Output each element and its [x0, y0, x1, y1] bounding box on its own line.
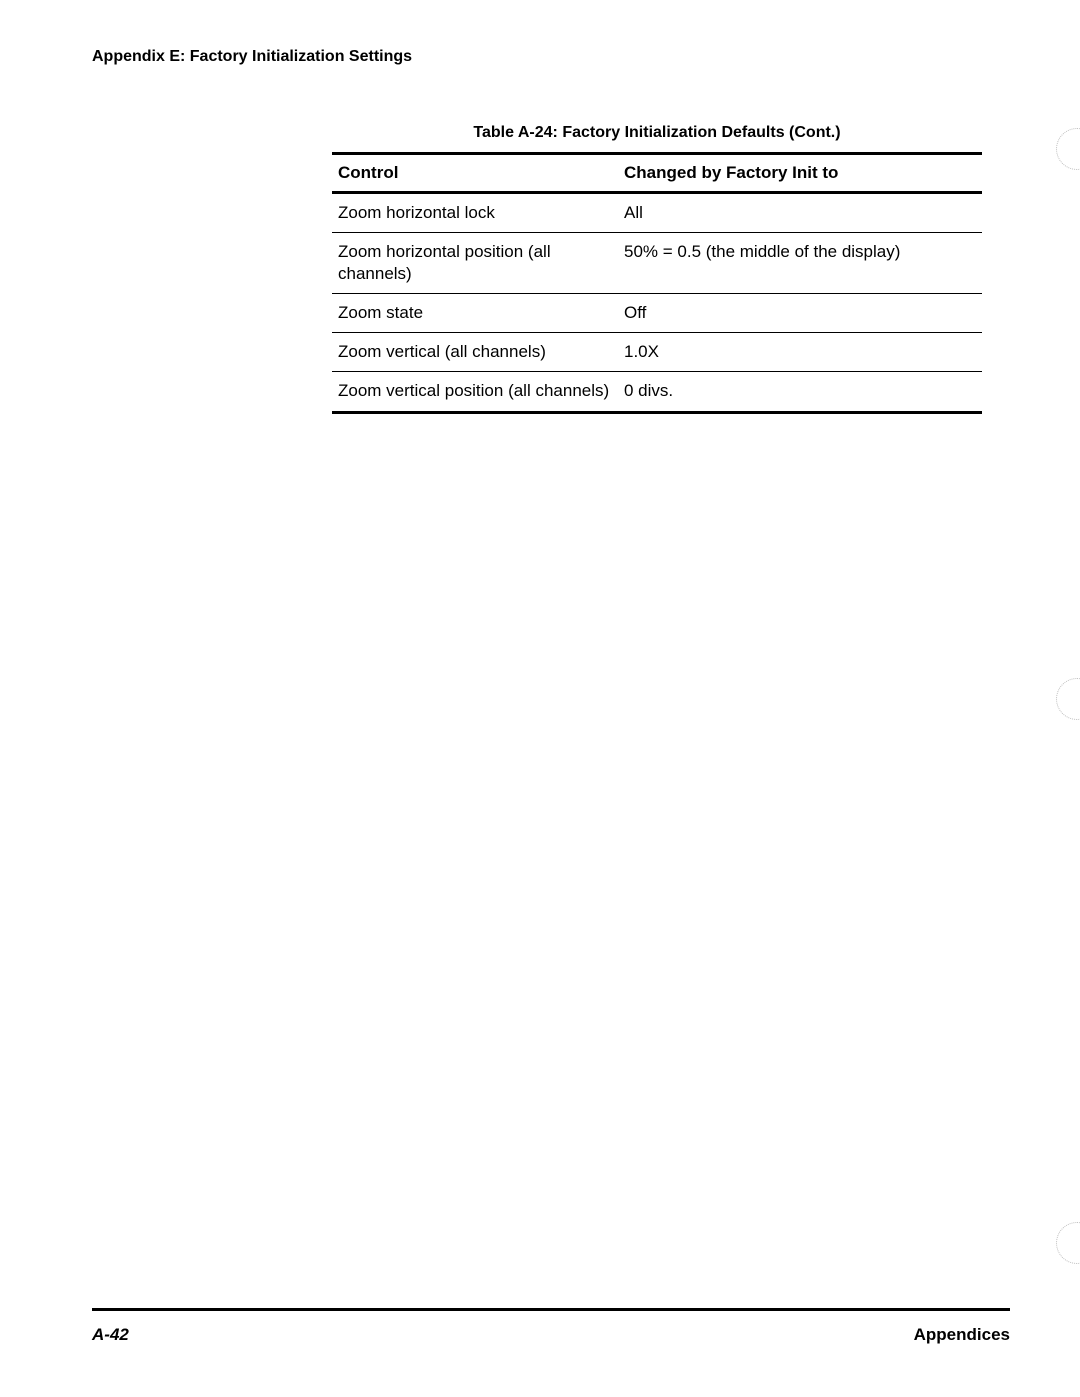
cell-value: 1.0X — [618, 333, 982, 372]
footer-rule — [92, 1308, 1010, 1311]
cell-value: All — [618, 193, 982, 233]
table-row: Zoom horizontal lock All — [332, 193, 982, 233]
table-caption: Table A-24: Factory Initialization Defau… — [332, 124, 982, 142]
table-row: Zoom vertical (all channels) 1.0X — [332, 333, 982, 372]
punch-hole-icon — [1056, 1222, 1080, 1264]
table-row: Zoom horizontal position (all channels) … — [332, 233, 982, 294]
column-header-control: Control — [332, 154, 618, 193]
table-row: Zoom state Off — [332, 294, 982, 333]
factory-init-table: Control Changed by Factory Init to Zoom … — [332, 152, 982, 414]
cell-value: 50% = 0.5 (the middle of the display) — [618, 233, 982, 294]
page-header-title: Appendix E: Factory Initialization Setti… — [92, 48, 412, 65]
cell-value: 0 divs. — [618, 372, 982, 412]
column-header-value: Changed by Factory Init to — [618, 154, 982, 193]
cell-control: Zoom horizontal position (all channels) — [332, 233, 618, 294]
cell-control: Zoom horizontal lock — [332, 193, 618, 233]
page-number: A-42 — [92, 1325, 129, 1345]
cell-value: Off — [618, 294, 982, 333]
table-row: Zoom vertical position (all channels) 0 … — [332, 372, 982, 412]
punch-hole-icon — [1056, 128, 1080, 170]
cell-control: Zoom state — [332, 294, 618, 333]
page-header: Appendix E: Factory Initialization Setti… — [92, 48, 1010, 66]
cell-control: Zoom vertical position (all channels) — [332, 372, 618, 412]
punch-hole-icon — [1056, 678, 1080, 720]
page-footer: A-42 Appendices — [92, 1325, 1010, 1345]
table-header-row: Control Changed by Factory Init to — [332, 154, 982, 193]
footer-section: Appendices — [914, 1325, 1010, 1345]
cell-control: Zoom vertical (all channels) — [332, 333, 618, 372]
